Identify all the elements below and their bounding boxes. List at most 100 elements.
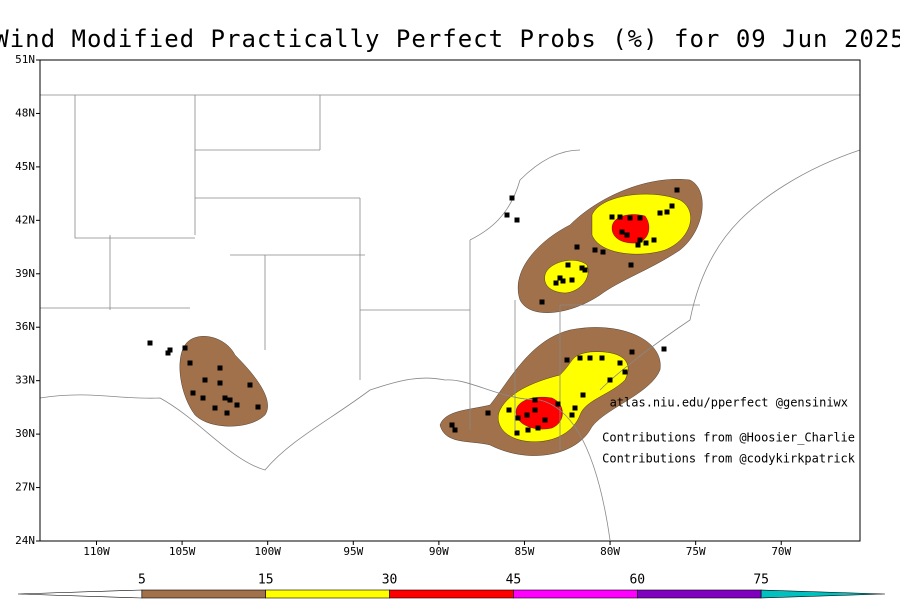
colorbar-label: 5 — [138, 573, 146, 588]
lon-tick-label: 80W — [600, 545, 620, 558]
storm-report — [532, 397, 538, 403]
storm-report — [217, 380, 223, 386]
lon-tick-label: 70W — [771, 545, 791, 558]
lat-tick-label: 51N — [15, 53, 35, 66]
colorbar-label: 45 — [506, 573, 522, 588]
colorbar-segment — [141, 589, 267, 599]
storm-report — [622, 369, 628, 375]
storm-report — [165, 350, 171, 356]
storm-report — [637, 237, 643, 243]
storm-report — [227, 397, 233, 403]
storm-report — [564, 357, 570, 363]
storm-report — [224, 410, 230, 416]
storm-report — [190, 390, 196, 396]
storm-report — [255, 404, 261, 410]
annotation: atlas.niu.edu/pperfect @gensiniwx — [610, 396, 848, 410]
annotation: Contributions from @codykirkpatrick — [602, 452, 856, 466]
reports — [147, 187, 680, 436]
storm-report — [515, 415, 521, 421]
colorbar-segment — [265, 589, 390, 599]
storm-report — [574, 244, 580, 250]
storm-report — [643, 240, 649, 246]
storm-report — [565, 262, 571, 268]
colorbar-label: 15 — [258, 573, 274, 588]
lon-tick-label: 100W — [254, 545, 281, 558]
storm-report — [555, 401, 561, 407]
storm-report — [212, 405, 218, 411]
storm-report — [147, 340, 153, 346]
storm-report — [609, 214, 615, 220]
lat-tick-label: 36N — [15, 320, 35, 333]
storm-report — [651, 237, 657, 243]
lon-tick-label: 90W — [429, 545, 449, 558]
storm-report — [539, 299, 545, 305]
storm-report — [524, 412, 530, 418]
storm-report — [664, 209, 670, 215]
storm-report — [617, 214, 623, 220]
storm-report — [485, 410, 491, 416]
storm-report — [509, 195, 515, 201]
colorbar-segment — [760, 589, 886, 599]
lat-tick-label: 39N — [15, 267, 35, 280]
storm-report — [627, 215, 633, 221]
storm-report — [535, 425, 541, 431]
storm-report — [542, 417, 548, 423]
storm-report — [661, 346, 667, 352]
storm-report — [514, 430, 520, 436]
lon-tick-label: 110W — [83, 545, 110, 558]
storm-report — [182, 345, 188, 351]
storm-report — [599, 355, 605, 361]
storm-report — [569, 277, 575, 283]
storm-report — [200, 395, 206, 401]
map-frame — [39, 59, 861, 542]
storm-report — [217, 365, 223, 371]
storm-report — [187, 360, 193, 366]
storm-report — [579, 265, 585, 271]
storm-report — [617, 360, 623, 366]
storm-report — [572, 405, 578, 411]
storm-report — [657, 210, 663, 216]
colorbar-label: 60 — [629, 573, 645, 588]
lon-tick-label: 75W — [686, 545, 706, 558]
borders — [39, 94, 861, 541]
storm-report — [592, 247, 598, 253]
state-borders — [39, 94, 861, 541]
storm-report — [222, 395, 228, 401]
lat-tick-label: 30N — [15, 427, 35, 440]
storm-report — [669, 203, 675, 209]
storm-report — [635, 242, 641, 248]
storm-report — [167, 347, 173, 353]
lat-tick-label: 27N — [15, 481, 35, 494]
storm-report — [506, 407, 512, 413]
storm-report — [628, 262, 634, 268]
axis-ticks: 51N 48N 45N 42N 39N 36N 33N 30N 27N 24N 110W 105W 10… — [15, 53, 791, 558]
storm-report — [580, 392, 586, 398]
storm-report — [449, 422, 455, 428]
storm-report — [619, 229, 625, 235]
colorbar-segment — [389, 589, 514, 599]
lat-tick-label: 45N — [15, 160, 35, 173]
colorbar-segment — [636, 589, 762, 599]
storm-report — [587, 355, 593, 361]
colorbar: 5 15 30 45 60 75 — [17, 573, 886, 599]
lat-tick-label: 42N — [15, 213, 35, 226]
storm-report — [514, 217, 520, 223]
lat-tick-label: 33N — [15, 374, 35, 387]
probability-contour — [179, 336, 268, 427]
storm-report — [452, 427, 458, 433]
probability-contour — [611, 214, 650, 244]
storm-report — [234, 402, 240, 408]
title: Wind Modified Practically Perfect Probs … — [0, 25, 900, 53]
lon-tick-label: 85W — [515, 545, 535, 558]
storm-report — [624, 232, 630, 238]
colorbar-label: 75 — [753, 573, 769, 588]
storm-report — [202, 377, 208, 383]
storm-report — [637, 215, 643, 221]
annotation: Contributions from @Hoosier_Charlie — [602, 431, 855, 445]
storm-report — [607, 377, 613, 383]
storm-report — [247, 382, 253, 388]
lon-tick-label: 105W — [169, 545, 196, 558]
lon-tick-label: 95W — [343, 545, 363, 558]
